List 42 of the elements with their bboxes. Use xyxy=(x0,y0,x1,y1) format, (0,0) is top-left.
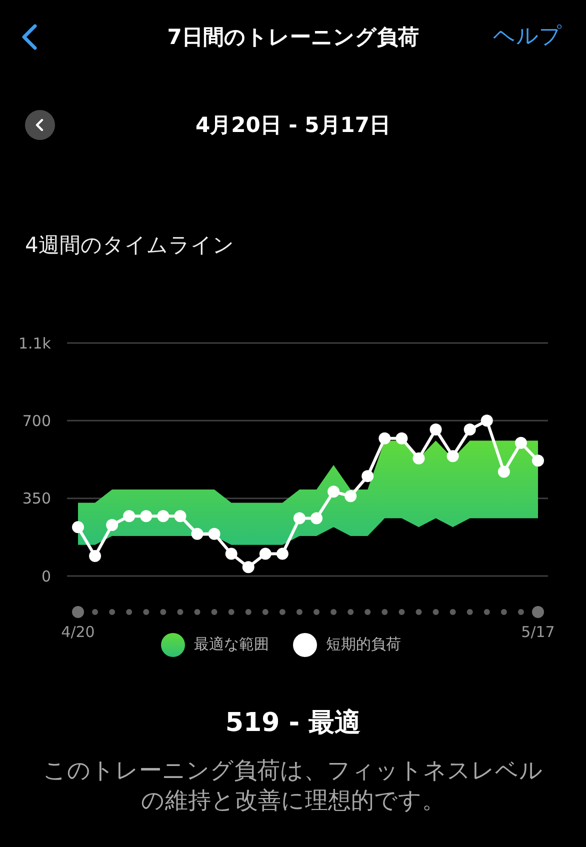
point xyxy=(123,510,136,522)
point xyxy=(328,486,340,498)
point xyxy=(412,452,425,464)
point xyxy=(208,528,220,540)
point xyxy=(446,450,459,462)
point xyxy=(191,528,204,540)
point xyxy=(344,490,357,502)
text: 4週間のタイムライン xyxy=(25,232,234,259)
legend-label: 短期的負荷 xyxy=(326,635,401,654)
point xyxy=(174,510,186,522)
y-tick-label: 700 xyxy=(22,412,51,430)
point xyxy=(242,561,254,574)
point xyxy=(464,424,476,436)
point xyxy=(225,548,238,560)
point xyxy=(310,512,323,524)
chart-title: 7日間のトレーニング負荷 xyxy=(166,24,420,51)
point xyxy=(72,521,84,534)
text: このトレーニング負荷は、フィットネスレベルの維持と改善に理想的です。 xyxy=(43,757,543,816)
text: 519 - 最適 xyxy=(224,707,362,740)
point xyxy=(106,518,118,531)
x-tick-label: 5/17 xyxy=(521,623,555,641)
point xyxy=(157,510,170,522)
point xyxy=(378,432,391,444)
legend-label: 最適な範囲 xyxy=(194,635,269,654)
chart-subtitle: 4月20日 - 5月17日 xyxy=(194,112,392,139)
point xyxy=(89,550,102,562)
y-tick-label: 1.1k xyxy=(18,334,52,352)
point xyxy=(362,470,374,482)
point xyxy=(480,414,493,427)
point xyxy=(430,424,442,436)
point xyxy=(532,454,544,467)
point xyxy=(276,548,288,560)
point xyxy=(140,510,152,522)
point xyxy=(396,432,408,444)
point xyxy=(498,466,510,478)
point xyxy=(293,512,306,524)
point xyxy=(514,436,527,449)
text: ヘルプ xyxy=(493,23,562,51)
x-tick-label: 4/20 xyxy=(61,623,95,641)
point xyxy=(259,548,272,560)
y-tick-label: 350 xyxy=(22,490,51,508)
y-tick-label: 0 xyxy=(41,567,51,586)
